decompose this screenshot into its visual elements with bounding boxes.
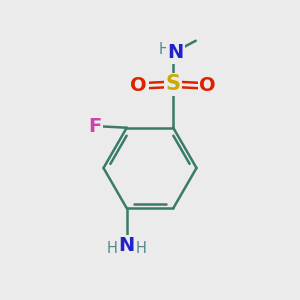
Text: F: F xyxy=(88,117,102,136)
Text: H: H xyxy=(158,42,169,57)
Text: S: S xyxy=(166,74,181,94)
Text: H: H xyxy=(136,241,147,256)
Text: N: N xyxy=(118,236,135,255)
Text: O: O xyxy=(200,76,216,95)
Text: N: N xyxy=(167,43,184,62)
Text: O: O xyxy=(130,76,147,95)
Text: H: H xyxy=(107,241,118,256)
